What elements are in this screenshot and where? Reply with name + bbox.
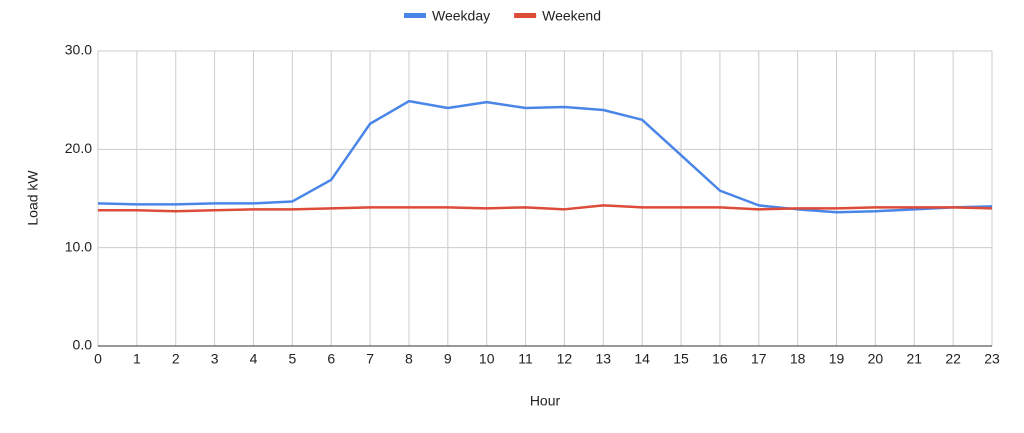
legend-label: Weekday — [432, 8, 490, 24]
x-tick-label: 15 — [673, 351, 689, 367]
x-tick-label: 0 — [94, 351, 102, 367]
legend-swatch — [404, 13, 426, 18]
x-tick-label: 23 — [984, 351, 1000, 367]
x-tick-label: 14 — [634, 351, 650, 367]
x-tick-label: 20 — [868, 351, 884, 367]
x-tick-label: 10 — [479, 351, 495, 367]
y-tick-label: 20.0 — [65, 140, 92, 156]
y-axis-title: Load kW — [25, 170, 41, 226]
legend-swatch — [514, 13, 537, 18]
x-tick-label: 6 — [327, 351, 335, 367]
x-tick-label: 17 — [751, 351, 767, 367]
legend-label: Weekend — [542, 8, 601, 24]
y-tick-label: 30.0 — [65, 42, 92, 58]
x-tick-label: 2 — [172, 351, 180, 367]
x-tick-label: 7 — [366, 351, 374, 367]
x-tick-label: 1 — [133, 351, 141, 367]
series-line — [98, 204, 993, 213]
x-tick-label: 13 — [596, 351, 612, 367]
x-tick-label: 19 — [829, 351, 845, 367]
y-tick-label: 0.0 — [73, 337, 93, 353]
x-tick-label: 16 — [712, 351, 728, 367]
x-tick-label: 4 — [250, 351, 258, 367]
x-tick-label: 21 — [906, 351, 922, 367]
x-tick-label: 5 — [288, 351, 296, 367]
x-tick-label: 22 — [945, 351, 961, 367]
y-tick-label: 10.0 — [65, 238, 92, 254]
x-tick-label: 3 — [211, 351, 219, 367]
x-axis-title: Hour — [530, 393, 561, 409]
x-tick-label: 18 — [790, 351, 806, 367]
x-tick-label: 9 — [444, 351, 452, 367]
x-tick-label: 8 — [405, 351, 413, 367]
x-tick-label: 12 — [557, 351, 573, 367]
x-tick-label: 11 — [518, 351, 533, 367]
series-line — [97, 99, 993, 214]
